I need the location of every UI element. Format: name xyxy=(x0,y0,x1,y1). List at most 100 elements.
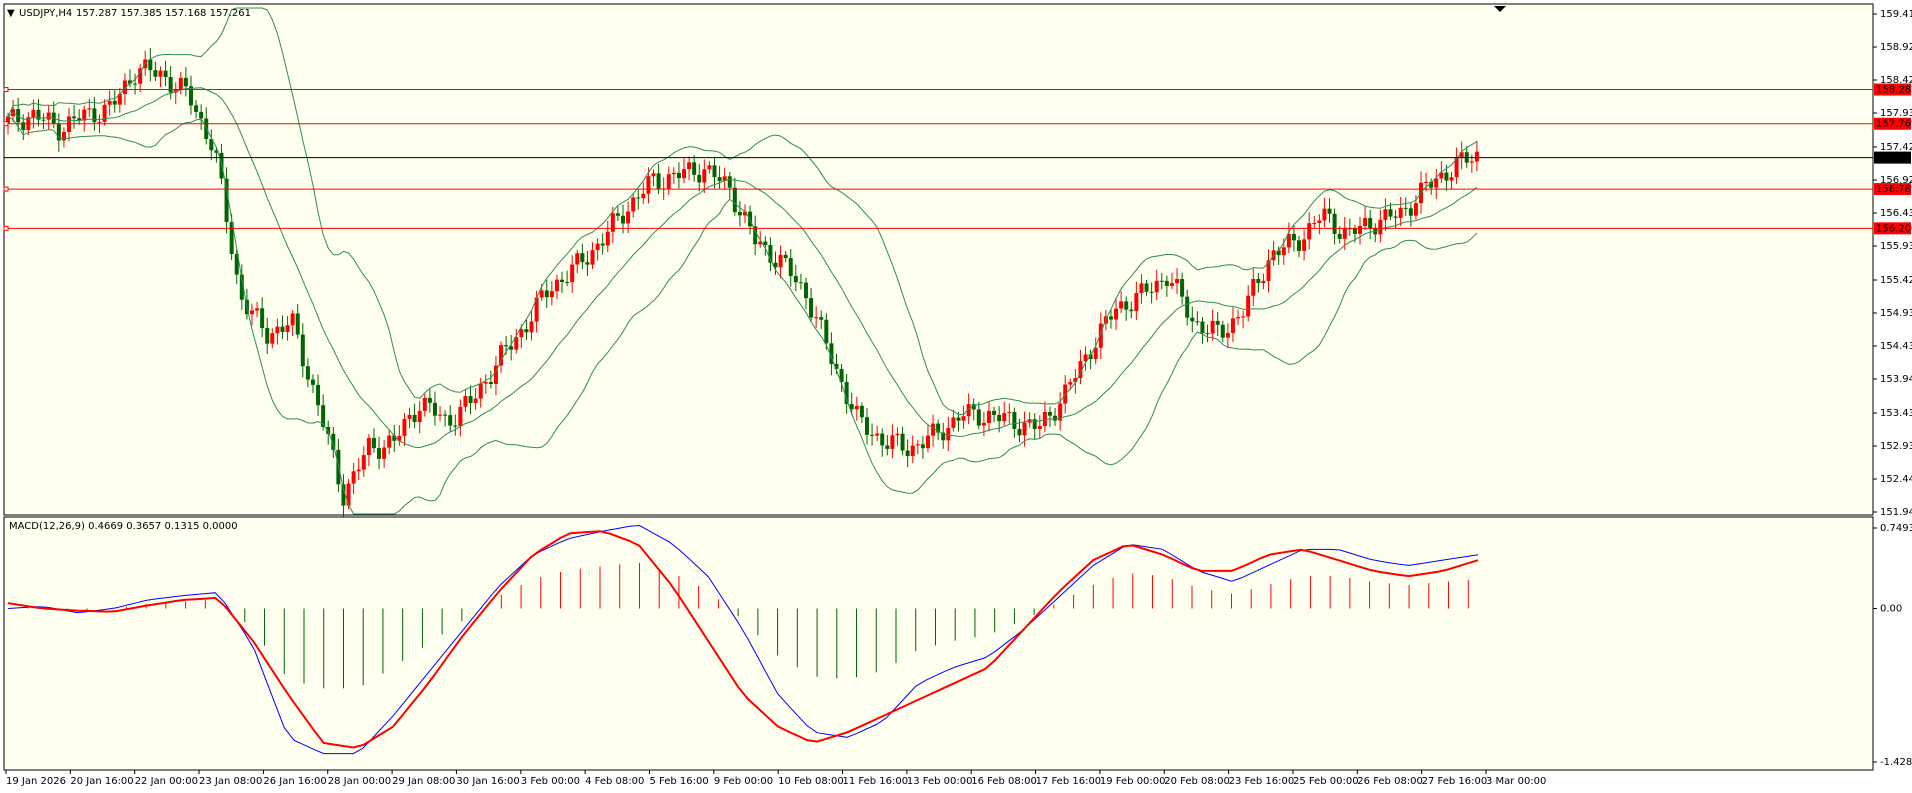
candle-body xyxy=(626,211,631,224)
candle-body xyxy=(1413,203,1418,216)
candle-body xyxy=(580,253,585,263)
candle-body xyxy=(509,346,514,350)
candle-body xyxy=(819,317,824,320)
candle-body xyxy=(1068,382,1073,385)
candle-body xyxy=(1169,283,1174,286)
triangle-down-icon[interactable]: ▼ xyxy=(7,8,15,19)
candle-body xyxy=(432,402,437,416)
candle-body xyxy=(1129,309,1134,312)
candle-body xyxy=(824,319,829,344)
candle-body xyxy=(707,165,712,170)
shift-marker-icon[interactable] xyxy=(1494,6,1506,12)
candle-body xyxy=(798,282,803,284)
candle-body xyxy=(1307,223,1312,240)
candle-body xyxy=(702,169,707,183)
price-axis-label: 154.930 xyxy=(1880,308,1912,319)
level-anchor-icon[interactable] xyxy=(3,121,9,127)
candle-body xyxy=(382,447,387,459)
candle-body xyxy=(1276,250,1281,256)
candle-body xyxy=(392,435,397,441)
time-axis-label: 28 Jan 00:00 xyxy=(328,776,391,787)
candle-body xyxy=(615,213,620,216)
candle-body xyxy=(1408,208,1413,216)
candle-body xyxy=(1469,161,1474,163)
candle-body xyxy=(41,119,46,121)
candle-body xyxy=(1342,228,1347,239)
band-middle xyxy=(7,87,1478,449)
candle-body xyxy=(1002,413,1007,422)
candle-body xyxy=(712,165,717,178)
level-price-tag xyxy=(1874,83,1911,96)
level-anchor-icon[interactable] xyxy=(3,87,9,93)
candle-body xyxy=(483,382,488,384)
macd-axis-label: 0.00 xyxy=(1880,604,1902,615)
candle-body xyxy=(656,173,661,189)
ohlc-values: 157.287 157.385 157.168 157.261 xyxy=(76,8,251,19)
candle-body xyxy=(885,445,890,449)
candle-body xyxy=(951,417,956,428)
candle-body xyxy=(387,435,392,448)
candle-body xyxy=(1205,333,1210,335)
candle-body xyxy=(361,455,366,470)
candle-body xyxy=(570,264,575,283)
candle-body xyxy=(1363,218,1368,227)
candle-body xyxy=(463,396,468,407)
candle-body xyxy=(1119,301,1124,309)
level-anchor-icon[interactable] xyxy=(3,186,9,192)
candle-body xyxy=(275,326,280,334)
level-anchor-icon[interactable] xyxy=(3,225,9,231)
candle-body xyxy=(1200,321,1205,334)
candle-body xyxy=(351,471,356,484)
candle-body xyxy=(788,258,793,277)
candle-body xyxy=(194,105,199,112)
candle-body xyxy=(61,132,66,141)
candle-body xyxy=(1281,247,1286,256)
candle-body xyxy=(1088,354,1093,360)
candle-body xyxy=(1322,208,1327,221)
candle-body xyxy=(504,345,509,347)
candle-body xyxy=(697,174,702,183)
time-axis-label: 19 Jan 2026 xyxy=(6,776,66,787)
candle-body xyxy=(1444,172,1449,181)
time-axis-label: 26 Jan 16:00 xyxy=(263,776,326,787)
candle-body xyxy=(1236,317,1241,319)
candle-body xyxy=(488,382,493,385)
macd-background[interactable] xyxy=(3,516,1874,771)
candle-body xyxy=(976,409,981,426)
candle-body xyxy=(524,329,529,333)
candle-body xyxy=(443,414,448,416)
candle-body xyxy=(417,410,422,423)
candle-body xyxy=(1144,283,1149,292)
price-axis-label: 154.435 xyxy=(1880,341,1912,352)
candle-body xyxy=(981,422,986,426)
candle-body xyxy=(773,262,778,268)
candle-body xyxy=(224,178,229,222)
level-price-label: 157.769 xyxy=(1876,119,1912,130)
candle-body xyxy=(1195,321,1200,323)
candle-body xyxy=(371,437,376,449)
candle-body xyxy=(1053,415,1058,421)
candle-body xyxy=(890,435,895,449)
candle-body xyxy=(97,121,102,123)
time-axis-label: 3 Feb 00:00 xyxy=(521,776,580,787)
time-axis-label: 16 Feb 08:00 xyxy=(971,776,1037,787)
candle-body xyxy=(809,298,814,318)
candle-body xyxy=(544,290,549,298)
candle-body xyxy=(671,172,676,175)
candle-body xyxy=(270,333,275,344)
candle-body xyxy=(666,174,671,189)
candle-body xyxy=(1388,209,1393,217)
candle-body xyxy=(183,77,188,87)
signal-line xyxy=(7,530,1479,749)
candle-body xyxy=(925,435,930,449)
price-axis-label: 157.420 xyxy=(1880,142,1912,153)
candle-body xyxy=(438,414,443,416)
candle-body xyxy=(1378,219,1383,235)
candle-body xyxy=(239,274,244,300)
candle-body xyxy=(783,254,788,259)
time-axis-label: 20 Feb 08:00 xyxy=(1164,776,1230,787)
level-price-tag xyxy=(1874,183,1911,196)
candle-body xyxy=(402,418,407,436)
